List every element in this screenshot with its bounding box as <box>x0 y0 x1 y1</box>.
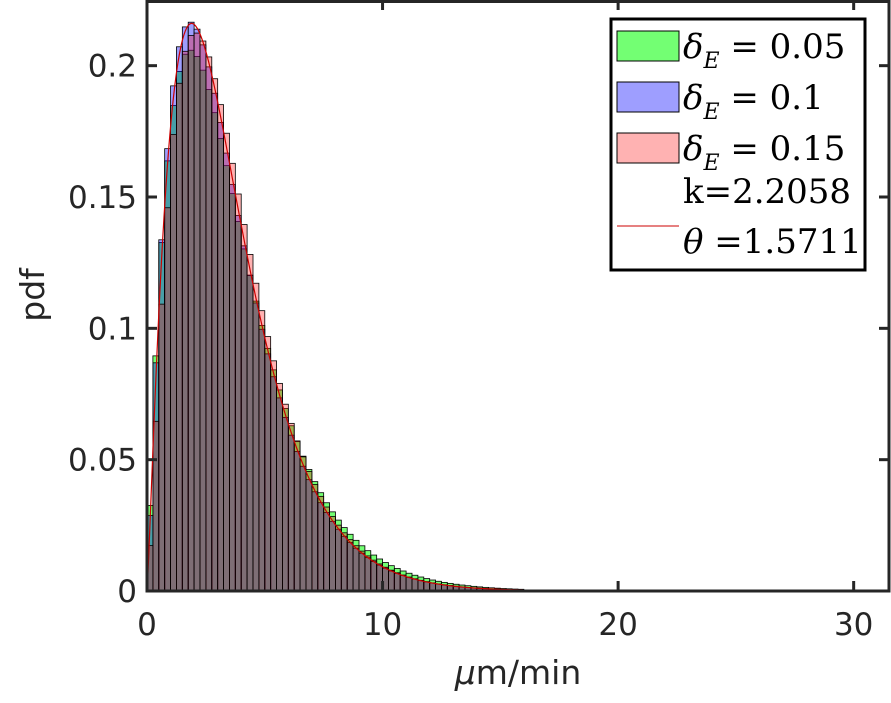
x-tick-label: 30 <box>834 607 873 643</box>
histogram-bar <box>246 254 254 592</box>
histogram-bar <box>287 422 295 592</box>
gamma-fit-curve <box>146 22 524 591</box>
histogram-bar <box>252 282 260 592</box>
histogram-bar <box>258 310 266 592</box>
histogram-bar <box>193 32 201 592</box>
histogram-bar <box>340 532 348 592</box>
histogram-bar <box>181 50 189 592</box>
legend-label-series-3: δE = 0.15 <box>683 129 845 176</box>
legend-label-fit-theta: θ =1.5711 <box>683 222 862 262</box>
histogram-bar <box>158 303 166 592</box>
histogram-bar <box>264 336 272 592</box>
histogram-bar <box>170 134 177 592</box>
histogram-bar <box>229 162 236 592</box>
histogram-bar <box>364 555 372 592</box>
histogram-bar <box>234 193 242 592</box>
histogram-bar <box>317 495 325 592</box>
histogram-bar <box>217 104 224 592</box>
y-axis-label: pdf <box>13 267 52 322</box>
y-tick-label: 0.2 <box>88 49 137 85</box>
histogram-bars <box>146 21 525 592</box>
legend: δE = 0.05 δE = 0.1 δE = 0.15 k=2.2058 θ … <box>609 17 867 272</box>
y-tick-label: 0 <box>117 574 137 610</box>
histogram-bar <box>152 420 160 592</box>
histogram-bar <box>276 382 283 592</box>
x-tick-label: 0 <box>137 607 157 643</box>
legend-swatch-series-2 <box>616 81 680 113</box>
histogram-bar <box>282 403 289 592</box>
legend-label-series-1: δE = 0.05 <box>683 27 845 74</box>
histogram-bar <box>411 578 419 592</box>
histogram-bar <box>323 506 330 592</box>
y-tick-label: 0.1 <box>88 311 137 347</box>
histogram-bar <box>405 576 413 592</box>
y-tick-label: 0.15 <box>68 180 137 216</box>
histogram-bar <box>240 224 248 592</box>
histogram-bar <box>176 82 183 592</box>
histogram-bar <box>311 484 319 592</box>
histogram-bar <box>211 78 219 592</box>
histogram-bar <box>270 360 277 592</box>
histogram-bar <box>305 470 313 592</box>
axis-ticks: 0 10 20 30 0 0.05 0.1 0.15 0.2 <box>68 0 889 643</box>
plot-frame <box>145 0 891 593</box>
histogram-bar <box>329 516 336 592</box>
histogram-bar <box>164 207 171 592</box>
histogram-bar <box>205 56 213 592</box>
histogram-bar <box>388 569 395 592</box>
histogram-bar <box>370 559 378 592</box>
histogram-bar <box>352 545 360 592</box>
histogram-bar <box>417 579 425 592</box>
x-axis-label: μm/min <box>454 653 582 692</box>
legend-swatch-series-3 <box>616 132 680 164</box>
histogram-bar <box>358 550 366 592</box>
histogram-bar <box>199 40 207 592</box>
x-tick-label: 20 <box>598 607 637 643</box>
x-tick-label: 10 <box>363 607 402 643</box>
legend-label-fit-k: k=2.2058 <box>683 172 851 212</box>
histogram-bar <box>299 456 307 592</box>
legend-swatch-series-1 <box>616 30 680 62</box>
histogram-bar <box>399 574 407 592</box>
histogram-bar <box>393 572 401 592</box>
y-tick-label: 0.05 <box>68 443 137 479</box>
histogram-bar <box>293 440 301 592</box>
legend-label-series-2: δE = 0.1 <box>683 78 824 125</box>
histogram-bar <box>346 539 354 592</box>
histogram-bar <box>223 132 230 592</box>
histogram-bar <box>335 524 342 592</box>
histogram-bar <box>187 35 195 592</box>
